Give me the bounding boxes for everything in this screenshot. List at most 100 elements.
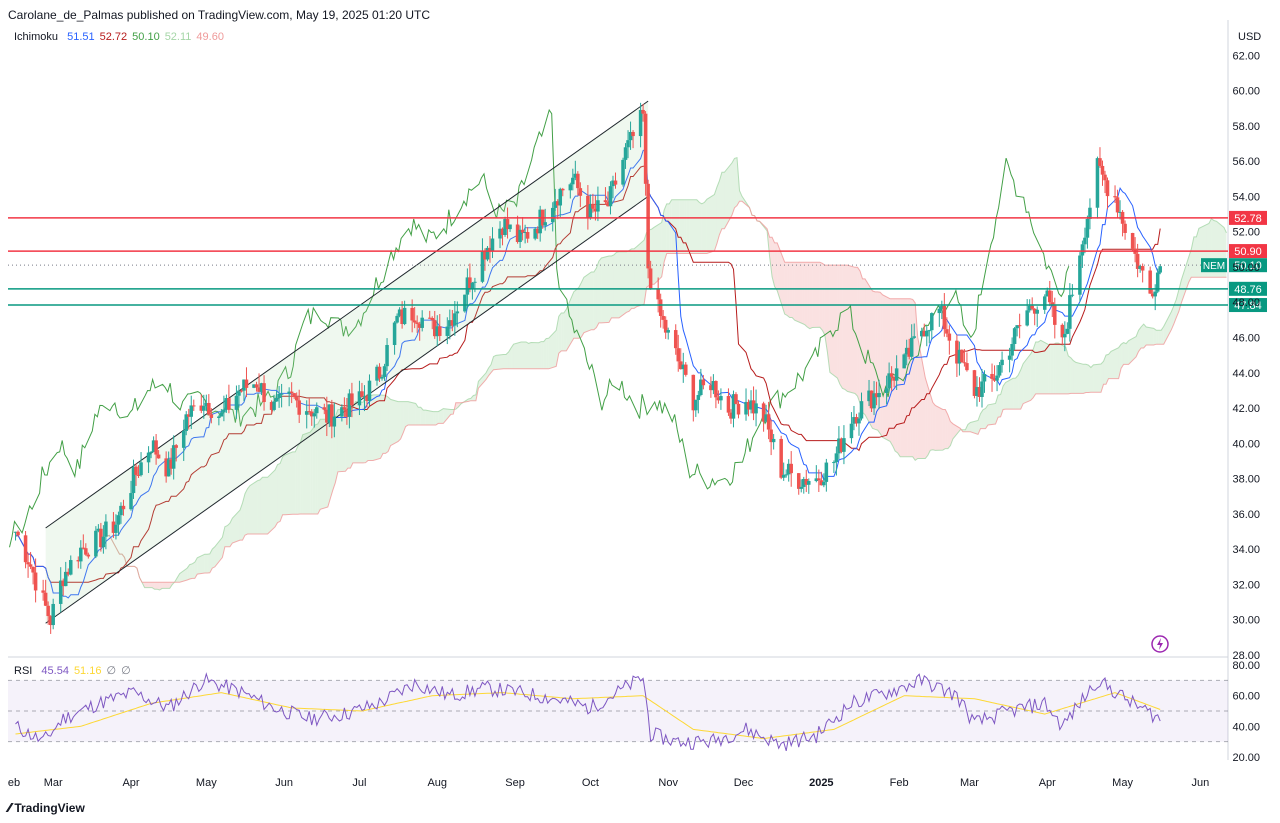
candle-body bbox=[802, 478, 806, 487]
candle-body bbox=[1070, 294, 1075, 296]
candle-body bbox=[202, 406, 206, 411]
cloud-segment bbox=[734, 157, 737, 208]
cloud-segment bbox=[970, 420, 978, 435]
candle-body bbox=[432, 320, 437, 337]
cloud-segment bbox=[415, 403, 419, 425]
cloud-segment bbox=[280, 456, 283, 522]
candle-body bbox=[325, 409, 329, 423]
candle-body bbox=[448, 320, 452, 327]
candle-body bbox=[259, 383, 264, 392]
symbol-label: NEM bbox=[1203, 261, 1225, 272]
candle-body bbox=[907, 347, 911, 357]
candle-body bbox=[480, 251, 485, 282]
cloud-segment bbox=[194, 557, 198, 579]
candle-body bbox=[48, 616, 53, 626]
cloud-segment bbox=[561, 312, 564, 351]
cloud-segment bbox=[1123, 342, 1127, 365]
candle-body bbox=[623, 147, 628, 160]
cloud-segment bbox=[942, 409, 946, 451]
currency-label: USD bbox=[1238, 31, 1262, 43]
candle-body bbox=[58, 580, 63, 604]
cloud-segment bbox=[224, 525, 228, 547]
cloud-segment bbox=[262, 477, 266, 534]
cloud-segment bbox=[634, 246, 637, 309]
cloud-segment bbox=[829, 265, 838, 379]
cloud-segment bbox=[854, 267, 858, 397]
candle-body bbox=[485, 247, 490, 260]
candle-body bbox=[884, 388, 889, 393]
cloud-segment bbox=[154, 582, 158, 590]
candle-body bbox=[367, 380, 372, 401]
cloud-segment bbox=[862, 278, 866, 415]
cloud-segment bbox=[593, 267, 597, 330]
candle-body bbox=[769, 429, 773, 443]
candle-body bbox=[1065, 328, 1070, 334]
cloud-segment bbox=[875, 291, 878, 431]
candle-body bbox=[1060, 324, 1065, 338]
candle-body bbox=[942, 305, 947, 330]
candle-body bbox=[751, 400, 756, 414]
candle-body bbox=[322, 407, 327, 410]
candle-body bbox=[869, 390, 874, 409]
cloud-segment bbox=[1075, 362, 1084, 394]
rsi-legend[interactable]: RSI 45.54 51.16 ∅ ∅ bbox=[14, 664, 136, 677]
ichimoku-value-4: 49.60 bbox=[196, 31, 224, 43]
candle-body bbox=[591, 204, 595, 209]
candle-body bbox=[709, 385, 713, 391]
candle-body bbox=[859, 401, 864, 419]
candle-body bbox=[63, 571, 68, 587]
candle-body bbox=[312, 413, 317, 417]
candle-body bbox=[701, 379, 706, 386]
rsi-value-1: 51.16 bbox=[73, 665, 102, 677]
candle-body bbox=[1015, 325, 1019, 329]
candle-body bbox=[508, 224, 512, 230]
y-tick-label: 48.00 bbox=[1232, 297, 1260, 309]
cloud-segment bbox=[285, 451, 293, 515]
x-tick-label: Oct bbox=[582, 777, 599, 789]
cloud-segment bbox=[423, 410, 426, 425]
y-tick-label: 54.00 bbox=[1232, 191, 1260, 203]
candle-body bbox=[239, 390, 244, 392]
ichimoku-legend[interactable]: Ichimoku 51.51 52.72 50.10 52.11 49.60 bbox=[14, 31, 229, 43]
cloud-segment bbox=[227, 523, 230, 547]
cloud-segment bbox=[523, 341, 527, 369]
candle-body bbox=[400, 309, 404, 325]
candle-body bbox=[342, 407, 347, 410]
rsi-y-tick-label: 40.00 bbox=[1232, 721, 1260, 733]
cloud-segment bbox=[927, 386, 931, 456]
candle-body bbox=[744, 401, 748, 415]
candle-body bbox=[980, 381, 984, 397]
cloud-segment bbox=[403, 401, 406, 434]
candle-body bbox=[1017, 325, 1022, 327]
candle-body bbox=[104, 521, 108, 537]
candle-body bbox=[904, 347, 909, 355]
candle-body bbox=[822, 481, 826, 486]
candle-body bbox=[796, 473, 801, 489]
footer-brand[interactable]: ⁄⁄ TradingView bbox=[8, 800, 85, 815]
cloud-segment bbox=[1128, 336, 1137, 365]
candle-body bbox=[515, 224, 520, 242]
candle-body bbox=[533, 228, 537, 239]
candle-body bbox=[427, 317, 432, 319]
cloud-segment bbox=[385, 395, 389, 454]
cloud-segment bbox=[370, 394, 373, 461]
cloud-segment bbox=[249, 480, 258, 534]
cloud-segment bbox=[1103, 355, 1106, 385]
x-tick-label: eb bbox=[8, 777, 20, 789]
cloud-segment bbox=[932, 402, 936, 451]
candle-body bbox=[799, 486, 804, 489]
cloud-segment bbox=[496, 354, 504, 370]
candle-body bbox=[450, 320, 455, 326]
x-tick-label: Mar bbox=[960, 777, 979, 789]
candle-body bbox=[779, 438, 783, 478]
candle-body bbox=[555, 201, 560, 206]
cloud-segment bbox=[877, 291, 881, 434]
candle-body bbox=[990, 373, 994, 379]
bolt-icon[interactable] bbox=[1150, 634, 1170, 654]
symbol-tag bbox=[1201, 258, 1227, 273]
cloud-segment bbox=[521, 341, 524, 369]
candle-body bbox=[412, 320, 417, 323]
candle-body bbox=[638, 109, 643, 137]
candle-body bbox=[887, 373, 891, 389]
